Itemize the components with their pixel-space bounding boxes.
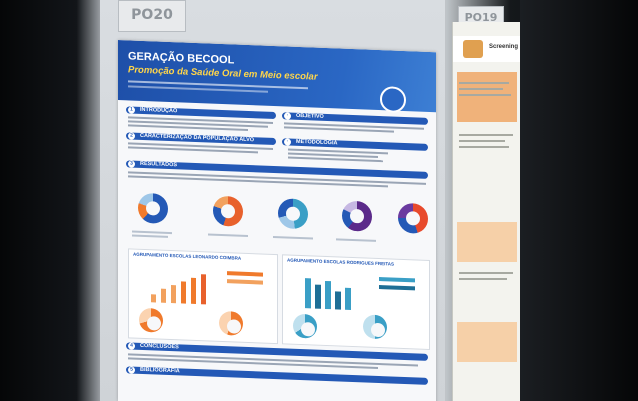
bar-chart [147, 266, 217, 305]
adjacent-poster-heading: Screening [489, 44, 519, 50]
section-number: · [284, 112, 291, 120]
section-label: BIBLIOGRAFIA [140, 366, 180, 375]
bar [201, 274, 206, 305]
donut-chart [278, 198, 308, 230]
donut-chart [363, 314, 387, 340]
bar [315, 284, 321, 309]
section-number: 1 [128, 106, 135, 114]
bar [151, 294, 156, 303]
institution-seal-icon [380, 86, 406, 114]
donut-chart [213, 195, 243, 227]
results-panel-left: AGRUPAMENTO ESCOLAS LEONARDO COIMBRA [128, 248, 278, 345]
highlight-box [457, 322, 517, 362]
poster-header: GERAÇÃO BECOOL Promoção da Saúde Oral em… [118, 40, 436, 114]
body-text-line [459, 278, 507, 280]
section-number: 4 [128, 342, 135, 350]
body-text-line [459, 82, 509, 84]
section-label: METODOLOGIA [296, 138, 338, 147]
poster-subtitle: Promoção da Saúde Oral em Meio escolar [128, 64, 318, 83]
body-text-line [459, 146, 509, 148]
adjacent-poster-header: Screening [453, 36, 521, 62]
donut-chart [293, 313, 317, 339]
donut-chart [139, 307, 163, 333]
legend-line [132, 230, 172, 235]
section-number: · [284, 138, 291, 146]
legend-swatch [379, 285, 415, 291]
body-text-line [459, 134, 513, 136]
legend-swatch [379, 277, 415, 283]
section-label: CARACTERIZAÇÃO DA POPULAÇÃO ALVO [140, 132, 255, 144]
adjacent-poster: Screening [452, 22, 521, 401]
bar [191, 277, 196, 304]
scientific-poster: GERAÇÃO BECOOL Promoção da Saúde Oral em… [118, 40, 436, 401]
donut-chart [219, 310, 243, 336]
panel-title: AGRUPAMENTO ESCOLAS RODRIGUES FREITAS [287, 257, 395, 267]
dark-background-right [520, 0, 638, 401]
section-label: CONCLUSÕES [140, 342, 179, 351]
body-text-line [459, 88, 503, 90]
bar [161, 288, 166, 303]
panel-title: AGRUPAMENTO ESCOLAS LEONARDO COIMBRA [133, 251, 242, 261]
body-text-line [459, 94, 511, 96]
section-label: INTRODUÇÃO [140, 106, 178, 115]
section-number: 3 [128, 160, 135, 168]
bar [325, 280, 331, 310]
legend-line [208, 233, 248, 237]
legend-line [336, 238, 376, 242]
bar [181, 281, 186, 304]
bar [335, 291, 341, 310]
bar [345, 287, 351, 310]
body-text-line [459, 272, 513, 274]
highlight-box [457, 222, 517, 262]
bar [305, 278, 311, 309]
donut-chart [342, 200, 372, 232]
body-text-line [459, 140, 505, 142]
bar [171, 285, 176, 304]
poster-number-plate-left: PO20 [118, 0, 186, 32]
legend-swatch [227, 271, 263, 277]
section-bibliografia: 5 BIBLIOGRAFIA [126, 366, 428, 385]
section-label: RESULTADOS [140, 160, 178, 169]
highlight-box [457, 72, 517, 122]
section-label: OBJETIVO [296, 112, 324, 120]
section-number: 2 [128, 132, 135, 140]
section-number: 5 [128, 366, 135, 374]
legend-line [132, 234, 168, 238]
logo-icon [463, 40, 483, 58]
bar-chart [301, 272, 371, 311]
legend-swatch [227, 279, 263, 285]
legend-line [273, 235, 313, 240]
results-panel-right: AGRUPAMENTO ESCOLAS RODRIGUES FREITAS [282, 254, 430, 350]
donut-chart [398, 202, 428, 234]
donut-chart [138, 192, 168, 224]
